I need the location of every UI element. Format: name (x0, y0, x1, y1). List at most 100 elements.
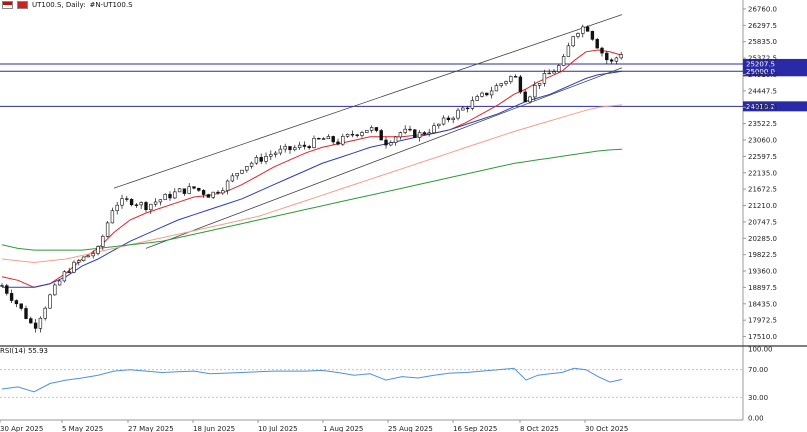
rsi-axis-label: 70.00 (748, 366, 768, 374)
moving-averages (1, 49, 623, 288)
candle-body (408, 128, 412, 131)
candle-body (518, 76, 523, 93)
candle-body (254, 157, 259, 164)
ma-line (2, 70, 623, 288)
candle-body (110, 210, 115, 224)
date-label: 18 Jun 2025 (193, 425, 235, 432)
price-tick-label: 21210.0 (748, 202, 777, 210)
candle-body (317, 138, 321, 140)
candle-body (446, 117, 451, 120)
candle-body (14, 300, 19, 305)
candle-body (307, 146, 311, 149)
candle-body (33, 322, 38, 329)
price-tick-label: 24447.5 (748, 87, 777, 95)
price-tick-label: 22597.5 (748, 153, 777, 161)
candle-body (432, 125, 436, 134)
candle-body (470, 100, 475, 109)
candle-body (576, 33, 580, 37)
candle-body (619, 54, 623, 59)
candles (0, 24, 623, 333)
candle-body (5, 285, 9, 294)
price-tick-label: 25835.0 (748, 38, 777, 46)
date-label: 10 Jul 2025 (258, 425, 298, 432)
candle-body (312, 138, 316, 149)
price-tick-label: 26760.0 (748, 5, 777, 13)
candle-body (581, 26, 585, 34)
candle-body (504, 81, 508, 84)
rsi-axis-label: 100.00 (748, 346, 773, 354)
candle-body (9, 293, 14, 301)
candle-body (489, 90, 494, 96)
candle-body (499, 83, 503, 86)
ma-line (1, 148, 623, 251)
candle-body (139, 202, 143, 206)
level-label: 25207.5 (746, 60, 775, 68)
candle-body (547, 72, 551, 75)
candle-body (437, 123, 441, 126)
candle-body (461, 107, 465, 111)
candle-body (67, 271, 71, 273)
candle-body (249, 162, 254, 167)
candle-body (62, 271, 67, 282)
candle-body (341, 135, 345, 145)
candle-body (480, 92, 484, 97)
price-tick-label: 17510.0 (748, 333, 777, 341)
symbol-label: UT100.S, Daily: (32, 1, 86, 9)
candle-body (595, 39, 599, 49)
price-tick-label: 22135.0 (748, 169, 777, 177)
price-tick-label: 20285.0 (748, 235, 777, 243)
grid (0, 0, 807, 421)
us-flag-icon (2, 1, 13, 9)
level-tag (743, 66, 807, 77)
level-tag (743, 58, 807, 69)
rsi-line (1, 367, 623, 393)
candle-body (302, 144, 307, 147)
date-label: 30 Apr 2025 (0, 425, 43, 432)
candle-body (115, 204, 119, 212)
candle-body (158, 199, 163, 203)
candle-body (331, 136, 335, 143)
candle-body (609, 59, 614, 62)
candle-body (293, 147, 297, 150)
date-label: 1 Aug 2025 (323, 425, 363, 432)
candle-body (19, 303, 23, 309)
price-axis: 26760.0 26297.5 25835.0 25372.5 24910.0 24447… (743, 5, 777, 341)
candle-body (336, 141, 340, 145)
price-tick-label: 21672.5 (748, 186, 777, 194)
candle-body (129, 199, 134, 206)
trend-lines (113, 14, 623, 249)
candle-body (475, 96, 479, 101)
candle-body (144, 202, 148, 211)
candle-body (413, 129, 417, 138)
candle-body (365, 130, 369, 133)
candle-body (182, 188, 187, 194)
date-label: 8 Oct 2025 (520, 425, 559, 432)
date-label: 25 Aug 2025 (388, 425, 433, 432)
price-tick-label: 19822.5 (748, 251, 777, 259)
candle-body (485, 92, 489, 96)
date-axis: 30 Apr 2025 5 May 2025 27 May 2025 18 Jun 2… (0, 420, 628, 432)
candle-body (173, 191, 177, 199)
candle-body (197, 187, 201, 191)
candle-body (101, 236, 105, 247)
candle-body (134, 204, 139, 206)
candle-body (451, 117, 455, 120)
date-label: 16 Sep 2025 (453, 425, 497, 432)
candle-body (77, 260, 81, 263)
candle-body (384, 139, 388, 146)
candle-body (403, 128, 407, 133)
candle-body (86, 255, 91, 258)
candle-body (216, 191, 220, 194)
candle-body (561, 56, 566, 66)
candle-body (533, 85, 537, 98)
date-label: 5 May 2025 (62, 425, 103, 432)
candle-body (24, 308, 28, 319)
candle-body (81, 256, 86, 261)
level-label: 25000.0 (746, 68, 775, 76)
candle-body (264, 156, 268, 162)
price-tick-label: 24910.0 (748, 71, 777, 79)
rsi-axis-label: 0.00 (748, 415, 764, 423)
candle-body (29, 318, 33, 324)
